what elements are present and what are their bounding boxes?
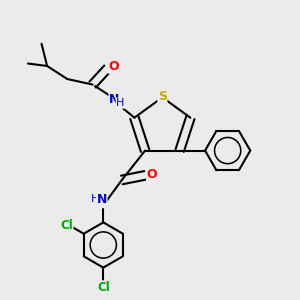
Text: Cl: Cl: [60, 220, 73, 232]
Text: H: H: [91, 194, 99, 205]
Text: O: O: [147, 168, 157, 181]
Text: Cl: Cl: [97, 281, 110, 294]
Text: N: N: [109, 93, 119, 106]
Text: N: N: [97, 193, 107, 206]
Text: S: S: [158, 90, 167, 103]
Text: O: O: [108, 60, 119, 73]
Text: H: H: [116, 98, 125, 108]
